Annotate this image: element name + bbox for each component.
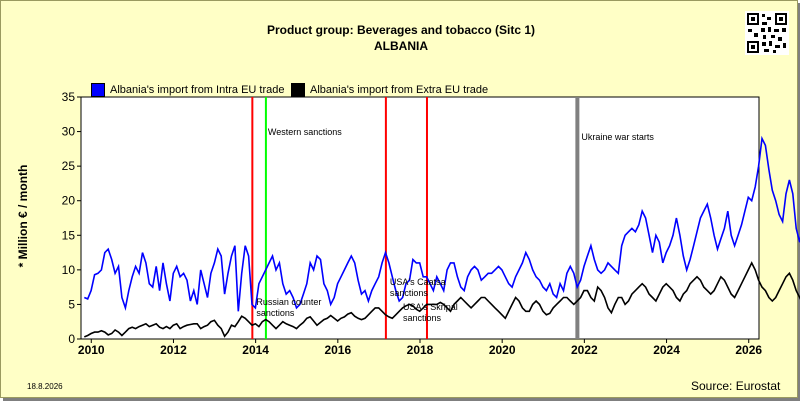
x-tick-label: 2018 [407, 343, 434, 357]
event-label: Ukraine war starts [581, 132, 654, 142]
x-tick-label: 2020 [489, 343, 516, 357]
y-tick-label: 5 [68, 297, 75, 311]
event-label: Western sanctions [268, 127, 342, 137]
y-tick-label: 20 [62, 194, 76, 208]
y-tick-label: 30 [62, 125, 76, 139]
y-tick-label: 35 [62, 90, 76, 104]
chart-title: Product group: Beverages and tobacco (Si… [266, 23, 536, 37]
series-intra-eu-line [83, 135, 800, 312]
y-tick-label: 15 [62, 228, 76, 242]
legend-label: Albania's import from Intra EU trade [110, 84, 285, 96]
x-tick-label: 2010 [78, 343, 105, 357]
event-label: USA's Caatsa sanctions [390, 277, 446, 298]
x-tick-label: 2022 [571, 343, 598, 357]
x-tick-label: 2016 [324, 343, 351, 357]
chart-subtitle: ALBANIA [374, 39, 428, 53]
y-tick-label: 10 [62, 263, 76, 277]
series-extra-eu-line [83, 261, 800, 338]
x-tick-label: 2012 [160, 343, 187, 357]
source-label: Source: Eurostat [691, 379, 781, 393]
y-tick-label: 25 [62, 159, 76, 173]
x-tick-label: 2014 [242, 343, 269, 357]
legend-label: Albania's import from Extra EU trade [310, 84, 489, 96]
event-label: Russian counter sanctions [256, 297, 321, 318]
legend-entry-extra-eu: Albania's import from Extra EU trade [291, 83, 488, 97]
legend-entry-intra-eu: Albania's import from Intra EU trade [91, 83, 285, 97]
y-tick-label: 0 [68, 332, 75, 346]
event-label: USA's Skripal sanctions [403, 302, 458, 323]
x-tick-label: 2024 [653, 343, 680, 357]
date-label: 18.8.2026 [27, 382, 63, 391]
x-tick-label: 2026 [735, 343, 762, 357]
qr-code-icon [745, 11, 789, 55]
